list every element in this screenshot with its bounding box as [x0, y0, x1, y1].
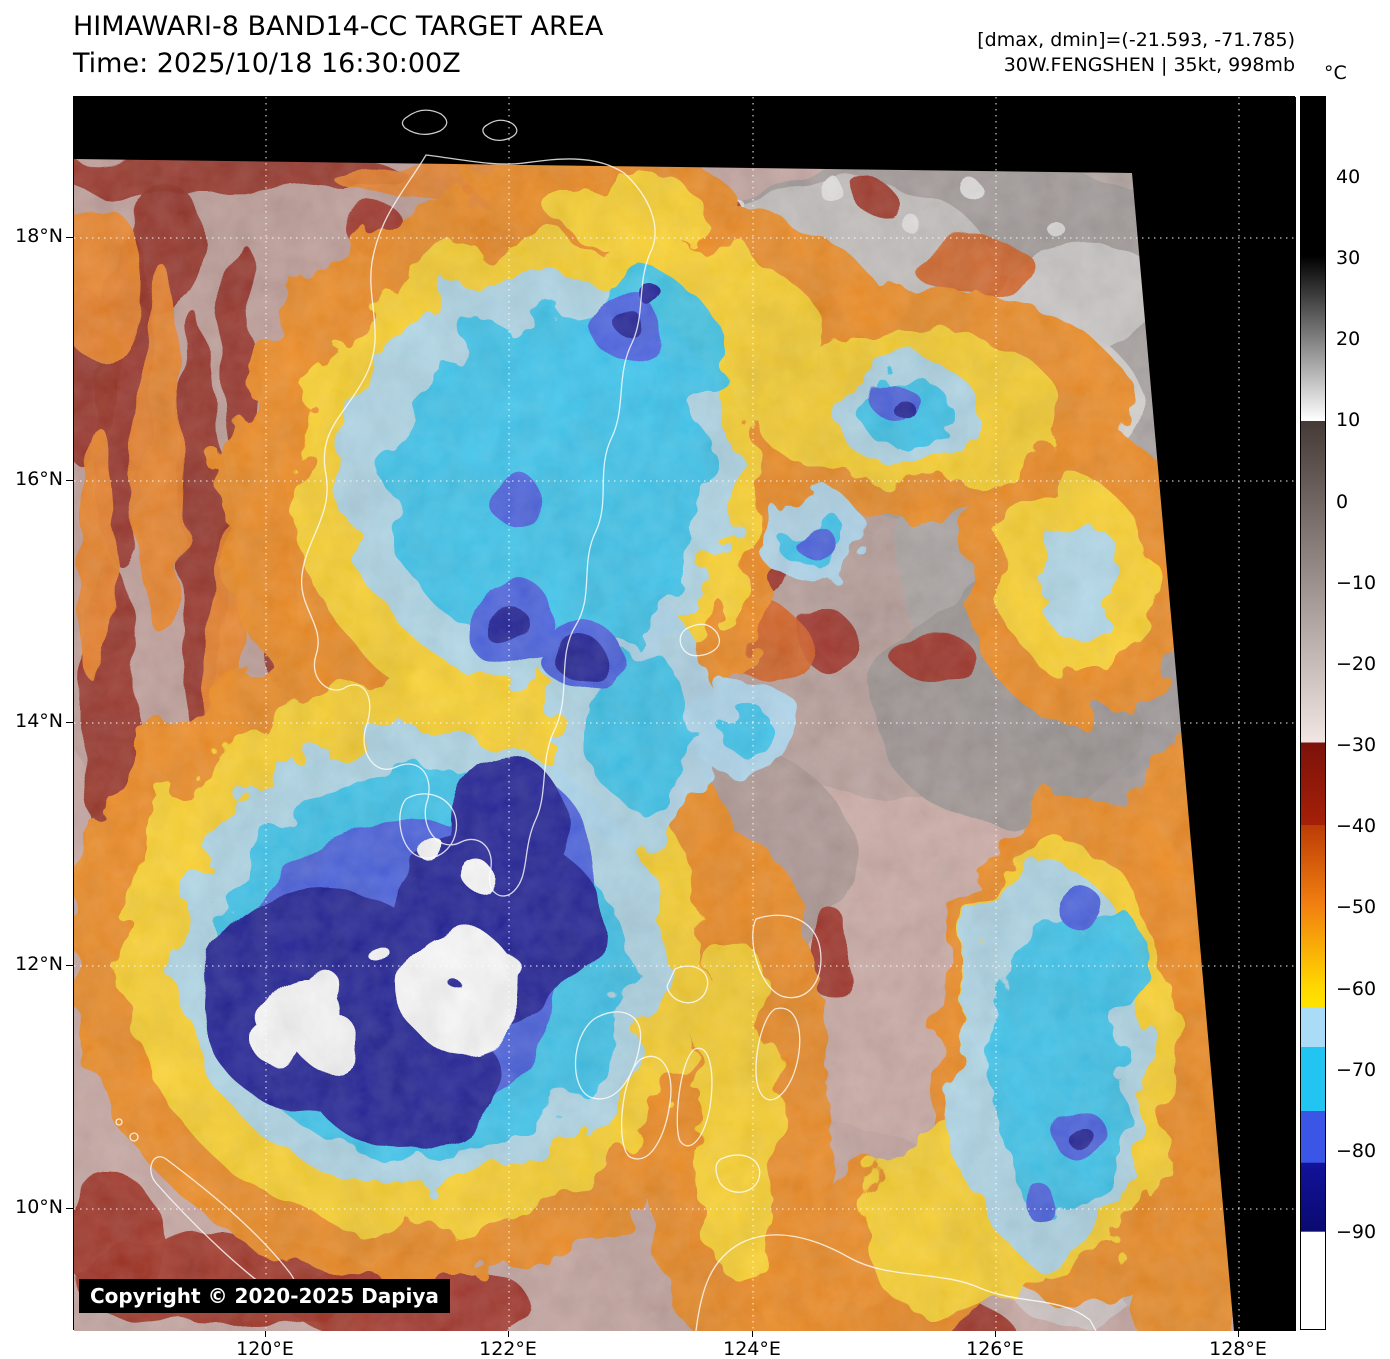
axis-tick: [265, 1331, 266, 1337]
colorbar-tick-label: −50: [1336, 896, 1377, 918]
page-title: HIMAWARI-8 BAND14-CC TARGET AREA: [73, 11, 604, 42]
axis-tick: [66, 965, 73, 966]
colorbar-tick-label: −90: [1336, 1221, 1377, 1243]
time-label: Time: 2025/10/18 16:30:00Z: [73, 48, 461, 79]
colorbar-tick-label: −40: [1336, 815, 1377, 837]
axis-tick: [995, 1331, 996, 1337]
lat-axis-label: 12°N: [15, 953, 63, 975]
colorbar-tick-label: −80: [1336, 1140, 1377, 1162]
lon-axis-label: 120°E: [236, 1338, 294, 1359]
axis-tick: [66, 480, 73, 481]
lat-axis-label: 10°N: [15, 1196, 63, 1218]
lat-axis-label: 18°N: [15, 225, 63, 247]
axis-tick: [66, 722, 73, 723]
dmax-dmin-label: [dmax, dmin]=(-21.593, -71.785): [977, 29, 1295, 51]
colorbar-gradient: [1301, 97, 1325, 1329]
colorbar: [1300, 96, 1326, 1330]
axis-tick: [1238, 1331, 1239, 1337]
colorbar-tick-label: 10: [1336, 409, 1361, 431]
lon-axis-label: 128°E: [1209, 1338, 1267, 1359]
axis-tick: [752, 1331, 753, 1337]
map-canvas: Copyright © 2020-2025 Dapiya: [73, 96, 1296, 1331]
lat-axis-label: 14°N: [15, 710, 63, 732]
colorbar-tick-label: 0: [1336, 491, 1349, 513]
colorbar-tick-label: 40: [1336, 166, 1361, 188]
header-right: [dmax, dmin]=(-21.593, -71.785) 30W.FENG…: [977, 28, 1295, 78]
storm-info-label: 30W.FENGSHEN | 35kt, 998mb: [1003, 54, 1295, 76]
coastlines: [115, 109, 1097, 1331]
colorbar-tick-label: 20: [1336, 328, 1361, 350]
colorbar-tick-label: 30: [1336, 247, 1361, 269]
colorbar-tick-label: −20: [1336, 653, 1377, 675]
lon-axis-label: 124°E: [723, 1338, 781, 1359]
axis-tick: [508, 1331, 509, 1337]
colorbar-tick-label: −70: [1336, 1059, 1377, 1081]
colorbar-tick-label: −30: [1336, 734, 1377, 756]
axis-tick: [66, 1208, 73, 1209]
lon-axis-label: 122°E: [479, 1338, 537, 1359]
satellite-image: [74, 97, 1296, 1331]
colorbar-tick-label: −60: [1336, 978, 1377, 1000]
cloud-light-texture: [74, 159, 1234, 1331]
colorbar-tick-label: −10: [1336, 572, 1377, 594]
lon-axis-label: 126°E: [966, 1338, 1024, 1359]
data-swath: [74, 159, 1234, 1331]
lat-axis-label: 16°N: [15, 468, 63, 490]
axis-tick: [66, 237, 73, 238]
colorbar-unit-label: °C: [1324, 62, 1347, 84]
copyright-label: Copyright © 2020-2025 Dapiya: [79, 1279, 450, 1313]
